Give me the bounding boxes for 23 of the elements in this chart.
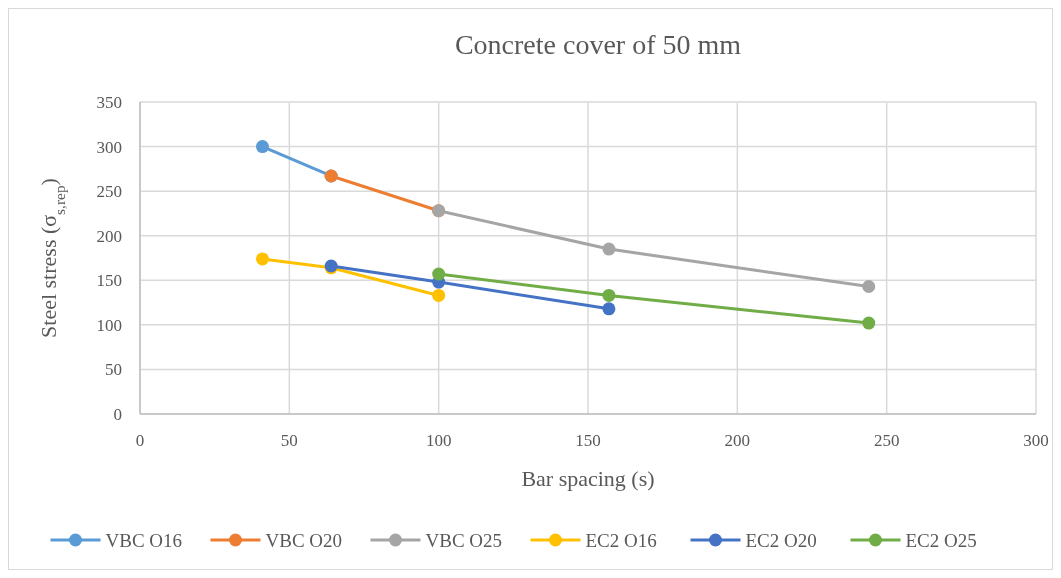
x-tick-label: 50 [280, 431, 298, 450]
y-tick-label: 300 [96, 137, 122, 157]
x-axis-title: Bar spacing (s) [521, 466, 655, 491]
x-tick-label: 0 [135, 431, 145, 450]
x-tick-label: 150 [575, 431, 601, 450]
y-tick-label: 250 [96, 182, 122, 202]
legend-label: VBC O25 [425, 529, 503, 551]
chart-title: Concrete cover of 50 mm [454, 29, 742, 60]
legend-label: EC2 O20 [745, 529, 817, 551]
legend-label: VBC O16 [105, 529, 183, 551]
y-tick-label: 200 [96, 226, 122, 246]
legend-label: EC2 O25 [905, 529, 977, 551]
x-tick-label: 300 [1023, 431, 1049, 450]
y-tick-label: 150 [96, 271, 122, 291]
y-tick-label: 100 [96, 315, 122, 335]
legend-label: VBC O20 [265, 529, 343, 551]
x-tick-label: 100 [425, 431, 452, 450]
y-tick-label: 50 [105, 360, 122, 380]
y-tick-label: 350 [96, 92, 122, 112]
x-tick-label: 200 [724, 431, 751, 450]
legend-label: EC2 O16 [585, 529, 657, 551]
x-tick-label: 250 [873, 431, 900, 450]
y-tick-label: 0 [113, 404, 122, 424]
